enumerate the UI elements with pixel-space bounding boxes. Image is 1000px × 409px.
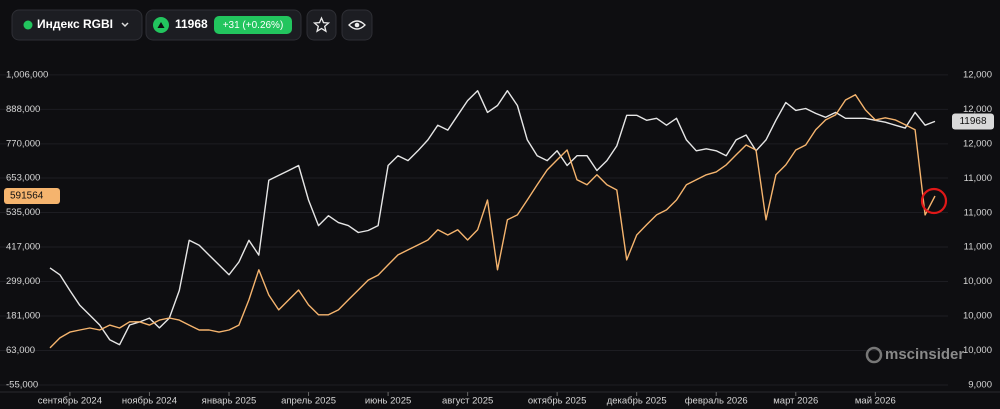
y-tick-label: 63,000 (6, 345, 35, 356)
index-selector[interactable] (11, 9, 143, 41)
x-tick-label: май 2026 (855, 396, 896, 407)
y-tick-label: 653,000 (6, 173, 40, 184)
last-value-label: 11968 (959, 116, 987, 127)
eye-pupil (354, 22, 360, 28)
y-tick-label: 535,000 (6, 207, 40, 218)
y2-tick-label: 11,000 (964, 173, 992, 184)
y2-tick-label: 12,000 (963, 138, 992, 149)
star-icon (312, 16, 331, 33)
y2-tick-label: 11,000 (964, 242, 992, 253)
y2-tick-label: 9,000 (968, 380, 992, 391)
last-value-tag (4, 187, 60, 204)
y2-tick-label: 10,000 (963, 276, 992, 287)
y-tick-label: -55,000 (6, 380, 38, 391)
highlight-circle (920, 187, 948, 215)
x-tick-label: июнь 2025 (365, 396, 411, 407)
index-name: Индекс RGBI (37, 17, 113, 31)
y2-tick-label: 10,000 (963, 345, 992, 356)
eye-icon (348, 20, 366, 30)
series-line (49, 90, 936, 346)
x-tick-label: декабрь 2025 (607, 396, 667, 407)
y-tick-label: 1,006,000 (6, 69, 48, 80)
price: 11968 (175, 17, 208, 31)
watermark-text: mscinsider (885, 346, 964, 363)
y-tick-label: 181,000 (6, 311, 40, 322)
x-tick-label: сентябрь 2024 (38, 396, 102, 407)
status-dot (23, 20, 33, 30)
watermark: mscinsider (865, 346, 964, 364)
y2-tick-label: 11,000 (964, 207, 992, 218)
y2-tick-label: 10,000 (963, 311, 992, 322)
y2-tick-label: 12,000 (963, 70, 992, 81)
up-triangle (157, 22, 165, 28)
watermark-logo (865, 346, 883, 364)
x-tick-label: октябрь 2025 (528, 396, 587, 407)
toolbar: Индекс RGBI 11968 +31 (+0.26%) (11, 9, 373, 41)
series-line (49, 94, 936, 349)
x-tick-label: апрель 2025 (281, 396, 336, 407)
change-badge (214, 16, 292, 34)
y2-tick-label: 12,000 (963, 104, 992, 115)
x-tick-label: февраль 2026 (685, 396, 748, 407)
x-tick-label: ноябрь 2024 (122, 396, 177, 407)
x-tick-label: январь 2025 (202, 396, 257, 407)
y-tick-label: 888,000 (6, 104, 40, 115)
chevron (121, 22, 129, 28)
change: +31 (+0.26%) (223, 20, 284, 31)
x-tick-label: август 2025 (442, 396, 493, 407)
last-value-label: 591564 (10, 191, 44, 202)
y-tick-label: 770,000 (6, 138, 40, 149)
x-tick-label: март 2026 (773, 396, 818, 407)
favorite-button[interactable] (306, 9, 337, 41)
last-value-tag (952, 113, 994, 130)
y-tick-label: 417,000 (6, 242, 40, 253)
y-tick-label: 299,000 (6, 276, 40, 287)
